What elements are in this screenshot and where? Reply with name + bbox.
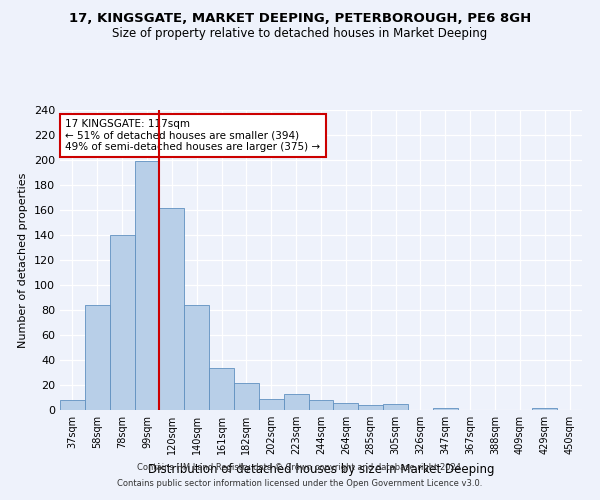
Bar [308,400,334,410]
Bar [383,404,408,410]
Bar [184,305,209,410]
Bar [234,382,259,410]
Text: 17 KINGSGATE: 117sqm
← 51% of detached houses are smaller (394)
49% of semi-deta: 17 KINGSGATE: 117sqm ← 51% of detached h… [65,119,320,152]
Bar [259,399,284,410]
Bar [110,235,134,410]
Text: Size of property relative to detached houses in Market Deeping: Size of property relative to detached ho… [112,28,488,40]
Bar [334,402,358,410]
Bar [284,394,308,410]
Text: Contains HM Land Registry data © Crown copyright and database right 2024.: Contains HM Land Registry data © Crown c… [137,464,463,472]
Bar [532,408,557,410]
Bar [209,368,234,410]
Y-axis label: Number of detached properties: Number of detached properties [19,172,28,348]
Text: Contains public sector information licensed under the Open Government Licence v3: Contains public sector information licen… [118,478,482,488]
Bar [134,161,160,410]
Bar [433,408,458,410]
Bar [160,208,184,410]
X-axis label: Distribution of detached houses by size in Market Deeping: Distribution of detached houses by size … [148,462,494,475]
Bar [85,305,110,410]
Text: 17, KINGSGATE, MARKET DEEPING, PETERBOROUGH, PE6 8GH: 17, KINGSGATE, MARKET DEEPING, PETERBORO… [69,12,531,26]
Bar [60,400,85,410]
Bar [358,405,383,410]
